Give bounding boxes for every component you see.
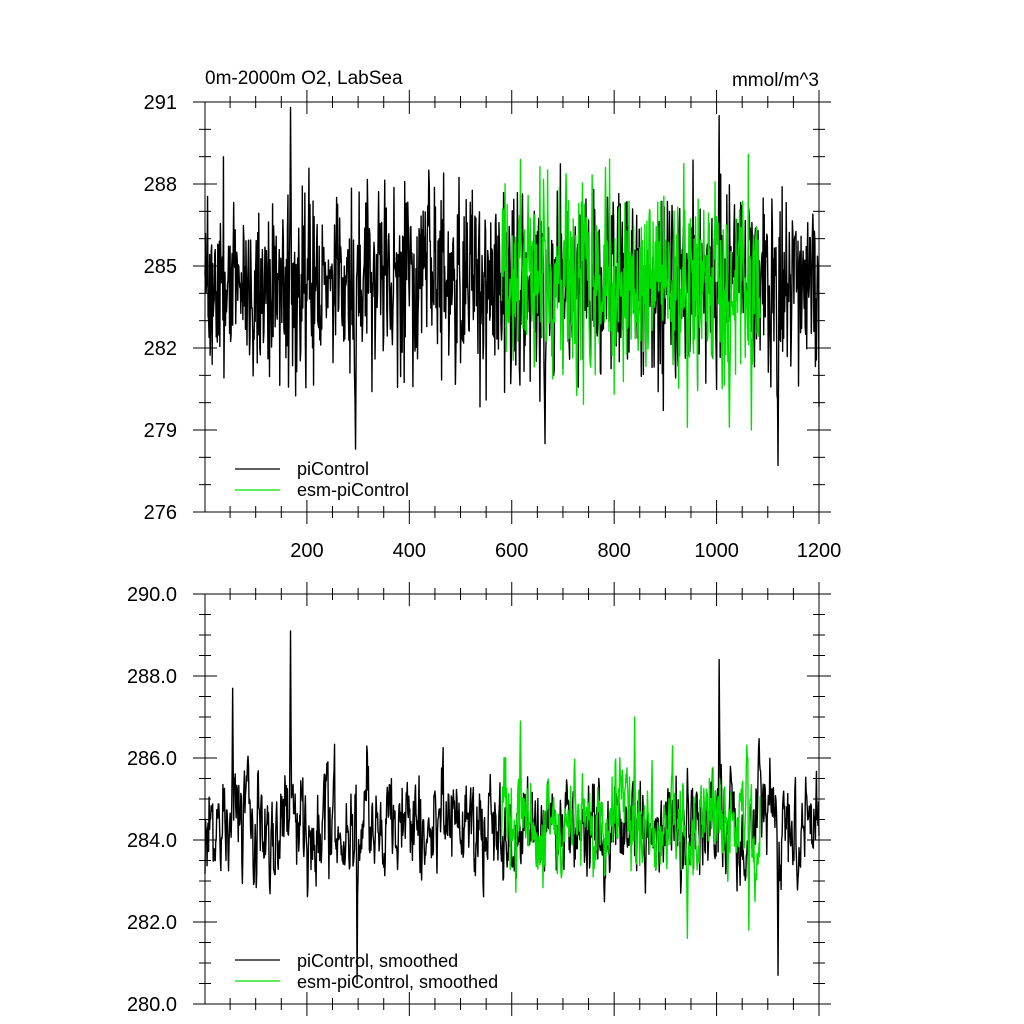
top-ytick-label: 279 [144, 420, 177, 442]
top-ytick-label: 285 [144, 256, 177, 278]
top-xtick-label: 200 [290, 540, 323, 562]
bottom-ytick-label: 284.0 [127, 830, 177, 852]
top-title-left: 0m-2000m O2, LabSea [205, 68, 403, 89]
bottom-ytick-label: 290.0 [127, 584, 177, 606]
bottom-legend-label-esm-picontrol: esm-piControl, smoothed [297, 972, 498, 992]
top-panel: 0m-2000m O2, LabSea mmol/m^3 276 279 282 28… [144, 68, 842, 562]
top-legend-label-esm-picontrol: esm-piControl [297, 480, 409, 500]
top-legend-label-picontrol: piControl [297, 459, 369, 479]
bottom-panel: 280.0 282.0 284.0 286.0 288.0 290.0 piControl… [127, 582, 831, 1016]
bottom-ytick-label: 282.0 [127, 912, 177, 934]
bottom-ytick-label: 280.0 [127, 994, 177, 1016]
top-xtick-label: 1000 [694, 540, 739, 562]
bottom-legend: piControl, smoothed esm-piControl, smoot… [235, 951, 498, 992]
top-ytick-label: 276 [144, 502, 177, 524]
bottom-series-esm-picontrol-smoothed [500, 716, 761, 940]
bottom-ytick-label: 288.0 [127, 666, 177, 688]
top-xtick-label: 1200 [797, 540, 842, 562]
top-series-esm-picontrol [500, 153, 761, 431]
bottom-plot-frame [204, 593, 820, 1005]
bottom-legend-label-picontrol: piControl, smoothed [297, 951, 458, 971]
bottom-ytick-label: 286.0 [127, 748, 177, 770]
top-plot-frame [204, 101, 820, 513]
bottom-series-picontrol-smoothed [204, 630, 820, 985]
top-legend: piControl esm-piControl [235, 459, 409, 500]
top-ytick-label: 291 [144, 92, 177, 114]
top-ytick-label: 288 [144, 174, 177, 196]
top-xtick-label: 400 [393, 540, 426, 562]
top-xtick-label: 600 [495, 540, 528, 562]
bottom-series-layer [204, 630, 820, 985]
top-xtick-label: 800 [597, 540, 630, 562]
top-ytick-label: 282 [144, 338, 177, 360]
top-title-right: mmol/m^3 [732, 70, 819, 91]
top-series-layer [204, 106, 820, 467]
